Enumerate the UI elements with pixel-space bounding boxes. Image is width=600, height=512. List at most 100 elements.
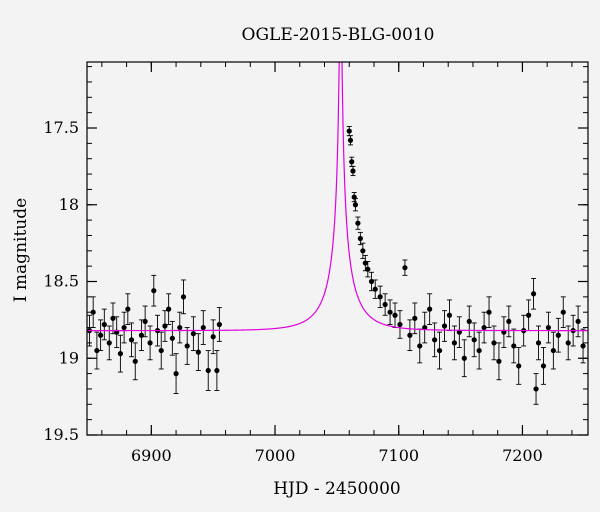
data-point	[101, 321, 107, 328]
x-tick-label: 7000	[255, 446, 296, 465]
data-point	[98, 332, 104, 338]
data-point	[352, 202, 359, 208]
data-point	[486, 309, 492, 315]
data-point	[436, 347, 443, 354]
data-point	[476, 347, 482, 354]
data-point	[417, 343, 423, 349]
data-point	[422, 324, 428, 331]
data-point	[162, 323, 168, 329]
data-point	[355, 220, 361, 226]
data-point	[151, 288, 157, 294]
data-point	[377, 294, 383, 300]
data-point	[446, 312, 453, 318]
data-point	[407, 332, 413, 338]
data-point	[397, 321, 403, 328]
data-point	[360, 248, 366, 254]
data-point	[535, 340, 542, 346]
data-point	[466, 318, 472, 325]
minor-ticks	[87, 62, 588, 436]
y-tick-label: 17.5	[43, 118, 79, 137]
tick-labels: 6900 7000 7100 7200 17.5 18 18.5 19 19.5	[43, 118, 542, 465]
data-point	[158, 347, 164, 354]
data-point	[94, 347, 100, 354]
major-ticks	[87, 62, 588, 436]
data-point	[365, 266, 371, 272]
data-point	[138, 332, 145, 338]
x-axis-label: HJD - 2450000	[273, 479, 401, 499]
data-point	[560, 309, 566, 315]
data-point	[350, 168, 356, 174]
chart-title: OGLE-2015-BLG-0010	[242, 25, 435, 45]
y-tick-label: 18.5	[43, 272, 79, 291]
y-tick-label: 19.5	[43, 425, 79, 444]
data-point	[555, 332, 561, 338]
data-point	[195, 349, 201, 355]
data-point	[166, 306, 172, 312]
data-point	[362, 260, 368, 266]
data-point	[347, 137, 354, 143]
data-point	[516, 363, 522, 369]
x-tick-label: 7100	[378, 446, 419, 465]
data-point	[540, 363, 547, 369]
data-point	[533, 386, 539, 392]
data-point	[575, 318, 581, 325]
data-point	[346, 128, 352, 134]
y-tick-label: 18	[59, 195, 79, 214]
data-point	[565, 340, 571, 346]
data-point	[451, 340, 457, 346]
data-point	[461, 355, 467, 361]
data-point	[550, 347, 556, 354]
data-point	[132, 358, 138, 364]
plot-area	[87, 62, 588, 405]
data-point	[580, 343, 586, 349]
data-point	[471, 337, 477, 343]
error-bars	[87, 126, 586, 405]
data-point	[210, 334, 216, 340]
data-point	[349, 159, 355, 165]
data-point	[402, 265, 408, 271]
data-point	[530, 291, 537, 297]
data-point	[392, 312, 398, 318]
data-point	[506, 318, 512, 325]
data-point	[441, 323, 448, 329]
plot-frame	[86, 61, 589, 436]
data-point	[216, 321, 222, 328]
data-point	[496, 358, 502, 364]
x-tick-label: 7200	[502, 446, 543, 465]
data-point	[110, 315, 116, 321]
model-curve	[87, 62, 588, 332]
data-point	[511, 343, 517, 349]
data-point	[387, 309, 393, 315]
data-point	[372, 286, 378, 292]
data-point	[121, 324, 127, 331]
data-point	[106, 340, 112, 346]
data-point	[177, 324, 183, 331]
data-point	[173, 371, 179, 377]
data-point	[357, 235, 363, 242]
x-tick-label: 6900	[131, 446, 172, 465]
data-point	[491, 340, 497, 346]
data-point	[142, 318, 148, 325]
data-point	[200, 324, 206, 331]
data-point	[382, 301, 388, 308]
data-point	[412, 315, 418, 321]
y-axis-label: I magnitude	[11, 198, 31, 302]
data-point	[526, 312, 532, 318]
data-point	[481, 324, 487, 331]
data-point	[128, 337, 135, 343]
data-point	[125, 306, 131, 312]
data-point	[368, 278, 375, 285]
data-point	[117, 351, 123, 357]
data-point	[147, 340, 153, 346]
data-point	[214, 367, 220, 374]
data-point	[90, 309, 96, 315]
data-points	[87, 128, 586, 392]
data-point	[205, 367, 211, 374]
y-tick-label: 19	[59, 348, 79, 367]
data-point	[545, 324, 552, 331]
data-point	[184, 343, 190, 349]
data-point	[169, 335, 175, 341]
data-point	[180, 294, 187, 300]
data-point	[427, 306, 433, 312]
